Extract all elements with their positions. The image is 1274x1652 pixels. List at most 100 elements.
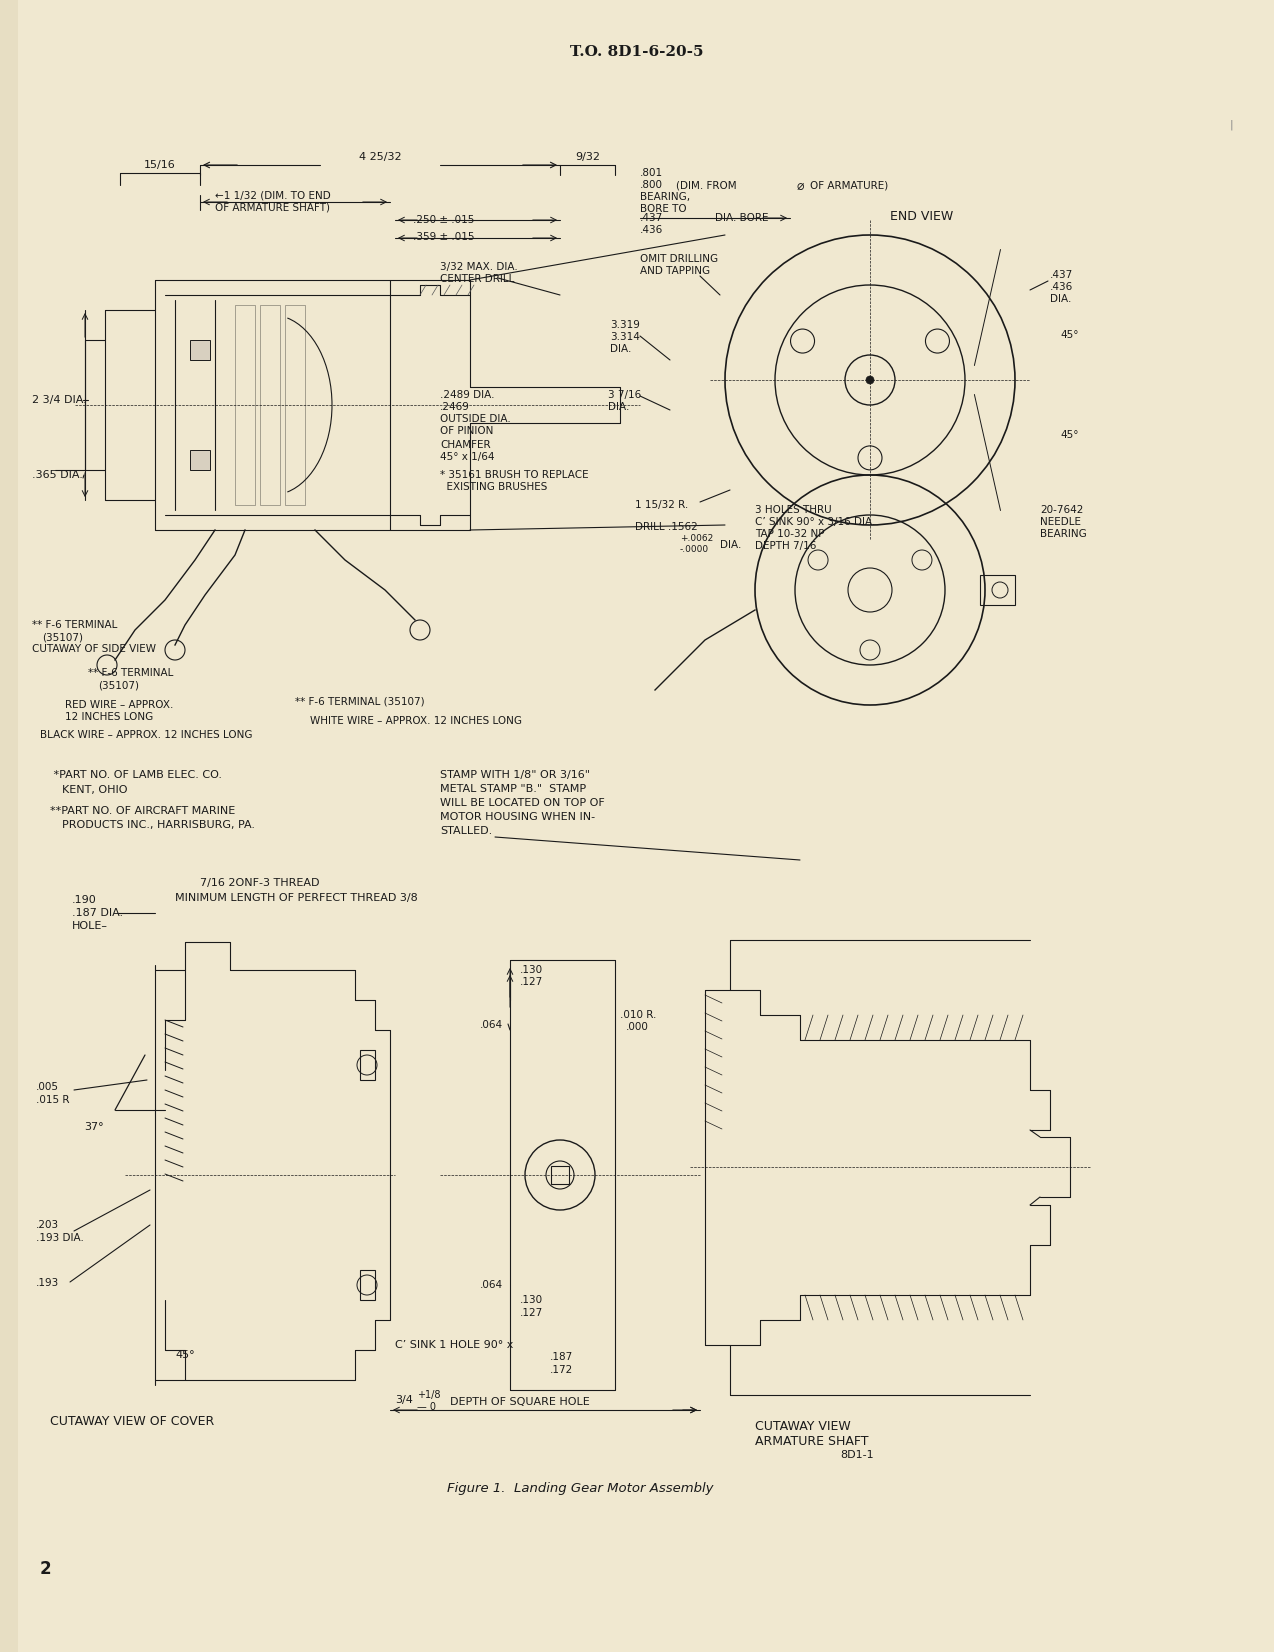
- Text: ARMATURE SHAFT: ARMATURE SHAFT: [755, 1436, 869, 1449]
- Text: .127: .127: [520, 1308, 543, 1318]
- Text: ** F-6 TERMINAL (35107): ** F-6 TERMINAL (35107): [296, 697, 424, 707]
- Text: BORE TO: BORE TO: [640, 203, 687, 215]
- Text: 3 HOLES THRU: 3 HOLES THRU: [755, 506, 832, 515]
- Text: **PART NO. OF AIRCRAFT MARINE: **PART NO. OF AIRCRAFT MARINE: [50, 806, 236, 816]
- Bar: [260, 306, 280, 506]
- Text: MINIMUM LENGTH OF PERFECT THREAD 3/8: MINIMUM LENGTH OF PERFECT THREAD 3/8: [175, 894, 418, 904]
- Text: ⌀: ⌀: [796, 180, 804, 193]
- Text: AND TAPPING: AND TAPPING: [640, 266, 710, 276]
- Text: .064: .064: [480, 1280, 503, 1290]
- Text: EXISTING BRUSHES: EXISTING BRUSHES: [440, 482, 548, 492]
- Text: 4 25/32: 4 25/32: [359, 152, 401, 162]
- Text: 2 3/4 DIA.: 2 3/4 DIA.: [32, 395, 87, 405]
- Text: 3/4: 3/4: [395, 1394, 413, 1404]
- Text: DIA. BORE: DIA. BORE: [715, 213, 768, 223]
- Text: KENT, OHIO: KENT, OHIO: [62, 785, 127, 795]
- Text: STALLED.: STALLED.: [440, 826, 492, 836]
- Text: CUTAWAY VIEW: CUTAWAY VIEW: [755, 1421, 851, 1432]
- Text: NEEDLE: NEEDLE: [1040, 517, 1082, 527]
- Text: T.O. 8D1-6-20-5: T.O. 8D1-6-20-5: [571, 45, 703, 59]
- Text: .127: .127: [520, 976, 543, 986]
- Text: .190: .190: [73, 895, 97, 905]
- Text: WHITE WIRE – APPROX. 12 INCHES LONG: WHITE WIRE – APPROX. 12 INCHES LONG: [310, 715, 522, 725]
- Bar: [285, 306, 304, 506]
- Text: PRODUCTS INC., HARRISBURG, PA.: PRODUCTS INC., HARRISBURG, PA.: [62, 819, 255, 829]
- Text: 37°: 37°: [84, 1122, 103, 1132]
- Text: .187: .187: [550, 1351, 573, 1361]
- Text: DRILL .1562: DRILL .1562: [634, 522, 698, 532]
- Text: |: |: [1229, 121, 1233, 131]
- Text: 3.319: 3.319: [610, 320, 640, 330]
- Text: *PART NO. OF LAMB ELEC. CO.: *PART NO. OF LAMB ELEC. CO.: [50, 770, 222, 780]
- Text: C’ SINK 1 HOLE 90° x: C’ SINK 1 HOLE 90° x: [395, 1340, 513, 1350]
- Text: (35107): (35107): [42, 633, 83, 643]
- Text: .2489 DIA.: .2489 DIA.: [440, 390, 494, 400]
- Text: -.0000: -.0000: [680, 545, 710, 553]
- Text: +1/8: +1/8: [417, 1389, 441, 1399]
- Text: DEPTH 7/16: DEPTH 7/16: [755, 540, 817, 552]
- Text: .172: .172: [550, 1365, 573, 1374]
- Text: WILL BE LOCATED ON TOP OF: WILL BE LOCATED ON TOP OF: [440, 798, 605, 808]
- Text: .064: .064: [480, 1019, 503, 1029]
- Text: MOTOR HOUSING WHEN IN-: MOTOR HOUSING WHEN IN-: [440, 813, 595, 823]
- Text: OUTSIDE DIA.: OUTSIDE DIA.: [440, 415, 511, 425]
- Text: BEARING,: BEARING,: [640, 192, 691, 202]
- Text: 3 7/16: 3 7/16: [608, 390, 641, 400]
- Text: .187 DIA.: .187 DIA.: [73, 909, 124, 919]
- Text: * 35161 BRUSH TO REPLACE: * 35161 BRUSH TO REPLACE: [440, 471, 589, 481]
- Text: HOLE–: HOLE–: [73, 922, 108, 932]
- Text: +.0062: +.0062: [680, 534, 713, 544]
- Text: 3/32 MAX. DIA.: 3/32 MAX. DIA.: [440, 263, 517, 273]
- Text: ←1 1/32 (DIM. TO END: ←1 1/32 (DIM. TO END: [215, 190, 331, 200]
- Text: .436: .436: [640, 225, 664, 235]
- Text: .359 ± .015: .359 ± .015: [413, 231, 474, 241]
- Text: END VIEW: END VIEW: [891, 210, 953, 223]
- Text: DIA.: DIA.: [720, 540, 741, 550]
- Text: 1 15/32 R.: 1 15/32 R.: [634, 501, 688, 510]
- Text: .130: .130: [520, 965, 543, 975]
- Text: Figure 1.  Landing Gear Motor Assembly: Figure 1. Landing Gear Motor Assembly: [447, 1482, 713, 1495]
- Text: .010 R.: .010 R.: [620, 1009, 656, 1019]
- Text: 45°: 45°: [175, 1350, 195, 1360]
- Text: 12 INCHES LONG: 12 INCHES LONG: [65, 712, 153, 722]
- Text: .250 ± .015: .250 ± .015: [413, 215, 474, 225]
- Text: .203: .203: [36, 1219, 59, 1231]
- Text: 45°: 45°: [1060, 430, 1079, 439]
- Text: 7/16 2ONF-3 THREAD: 7/16 2ONF-3 THREAD: [200, 877, 320, 889]
- Text: DIA.: DIA.: [610, 344, 632, 354]
- Text: .005: .005: [36, 1082, 59, 1092]
- Text: 8D1-1: 8D1-1: [840, 1450, 874, 1460]
- Text: .193 DIA.: .193 DIA.: [36, 1232, 84, 1242]
- Text: ** F-6 TERMINAL: ** F-6 TERMINAL: [88, 667, 173, 677]
- Text: 15/16: 15/16: [144, 160, 176, 170]
- Text: (35107): (35107): [98, 681, 139, 691]
- Text: 2: 2: [39, 1559, 52, 1578]
- Bar: [361, 1270, 375, 1300]
- Text: TAP 10-32 NP: TAP 10-32 NP: [755, 529, 824, 539]
- Text: 9/32: 9/32: [576, 152, 600, 162]
- Text: DIA.: DIA.: [1050, 294, 1071, 304]
- Text: CUTAWAY VIEW OF COVER: CUTAWAY VIEW OF COVER: [50, 1416, 214, 1427]
- Text: OMIT DRILLING: OMIT DRILLING: [640, 254, 719, 264]
- Text: OF ARMATURE SHAFT): OF ARMATURE SHAFT): [215, 202, 330, 211]
- Text: OF ARMATURE): OF ARMATURE): [810, 180, 888, 190]
- Text: METAL STAMP "B."  STAMP: METAL STAMP "B." STAMP: [440, 785, 586, 795]
- Text: .130: .130: [520, 1295, 543, 1305]
- Bar: [361, 1051, 375, 1080]
- Bar: [190, 449, 210, 471]
- Text: DIA.: DIA.: [608, 401, 629, 411]
- Text: RED WIRE – APPROX.: RED WIRE – APPROX.: [65, 700, 173, 710]
- Text: .437: .437: [640, 213, 664, 223]
- Text: .437: .437: [1050, 269, 1073, 279]
- Text: .365 DIA.: .365 DIA.: [32, 471, 83, 481]
- Text: C’ SINK 90° x 3/16 DIA.: C’ SINK 90° x 3/16 DIA.: [755, 517, 875, 527]
- Text: .2469: .2469: [440, 401, 470, 411]
- Text: .800: .800: [640, 180, 662, 190]
- Text: .015 R: .015 R: [36, 1095, 70, 1105]
- Text: BEARING: BEARING: [1040, 529, 1087, 539]
- Text: .000: .000: [626, 1023, 648, 1032]
- Text: 3.314: 3.314: [610, 332, 640, 342]
- Text: DEPTH OF SQUARE HOLE: DEPTH OF SQUARE HOLE: [450, 1398, 590, 1408]
- Text: ** F-6 TERMINAL: ** F-6 TERMINAL: [32, 620, 117, 629]
- Circle shape: [866, 377, 874, 383]
